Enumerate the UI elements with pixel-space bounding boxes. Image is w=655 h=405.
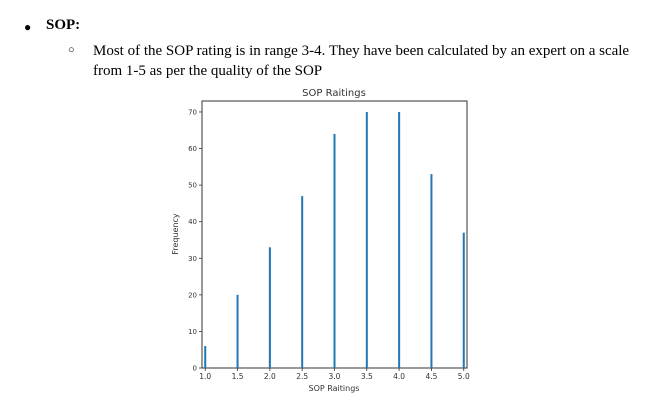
bar-1.5 bbox=[236, 294, 239, 368]
x-axis-label: SOP Raitings bbox=[309, 384, 360, 393]
chart-svg: SOP Raitings 1.0 1.5 2.0 2.5 3.0 3.5 4.0 4.5 5.0… bbox=[171, 88, 470, 393]
sub-bullet-icon: ○ bbox=[68, 44, 75, 56]
y-tick-label: 30 bbox=[188, 255, 197, 263]
y-tick-label: 70 bbox=[188, 108, 197, 116]
bar-3.5 bbox=[365, 111, 368, 369]
x-tick-label: 2.5 bbox=[296, 372, 308, 381]
y-tick-label: 40 bbox=[188, 218, 197, 226]
bar-4.0 bbox=[398, 111, 401, 369]
bar-5.0 bbox=[462, 232, 465, 368]
bar-4.5 bbox=[430, 174, 433, 368]
x-tick-label: 5.0 bbox=[458, 372, 470, 381]
y-tick-label: 50 bbox=[188, 182, 197, 190]
bullet-icon: ● bbox=[24, 20, 32, 34]
bar-2.0 bbox=[268, 247, 271, 368]
x-tick-label: 1.5 bbox=[232, 372, 244, 381]
bar-3.0 bbox=[333, 133, 336, 368]
y-axis: 0 10 20 30 40 50 60 70 bbox=[188, 108, 202, 373]
description-paragraph: Most of the SOP rating is in range 3-4. … bbox=[93, 43, 630, 79]
y-axis-label: Frequency bbox=[171, 213, 180, 255]
y-tick-label: 0 bbox=[193, 365, 197, 373]
x-tick-label: 4.5 bbox=[425, 372, 437, 381]
x-tick-label: 2.0 bbox=[264, 372, 276, 381]
bar-1.0 bbox=[204, 346, 207, 368]
bars-group bbox=[204, 111, 465, 369]
sop-ratings-chart: SOP Raitings 1.0 1.5 2.0 2.5 3.0 3.5 4.0 4.5 5.0… bbox=[160, 80, 490, 405]
y-tick-label: 20 bbox=[188, 291, 197, 299]
x-tick-label: 3.5 bbox=[361, 372, 373, 381]
x-tick-label: 3.0 bbox=[329, 372, 341, 381]
x-tick-label: 1.0 bbox=[199, 372, 211, 381]
x-axis: 1.0 1.5 2.0 2.5 3.0 3.5 4.0 4.5 5.0 bbox=[199, 368, 470, 381]
chart-title: SOP Raitings bbox=[302, 88, 366, 99]
bar-2.5 bbox=[301, 196, 304, 368]
x-tick-label: 4.0 bbox=[393, 372, 405, 381]
y-tick-label: 10 bbox=[188, 328, 197, 336]
section-heading: SOP: bbox=[46, 17, 81, 33]
y-tick-label: 60 bbox=[188, 145, 197, 153]
